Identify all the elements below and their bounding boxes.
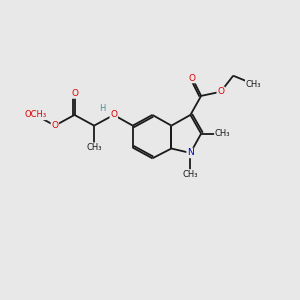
Text: O: O xyxy=(217,87,224,96)
Text: CH₃: CH₃ xyxy=(215,129,230,138)
Text: H: H xyxy=(99,104,105,113)
Text: CH₃: CH₃ xyxy=(183,170,198,179)
Text: O: O xyxy=(51,121,58,130)
Text: CH₃: CH₃ xyxy=(246,80,261,88)
Text: O: O xyxy=(189,74,196,82)
Text: O: O xyxy=(71,89,78,98)
Text: N: N xyxy=(187,148,194,158)
Text: CH₃: CH₃ xyxy=(86,143,102,152)
Text: OCH₃: OCH₃ xyxy=(24,110,46,119)
Text: O: O xyxy=(110,110,117,119)
